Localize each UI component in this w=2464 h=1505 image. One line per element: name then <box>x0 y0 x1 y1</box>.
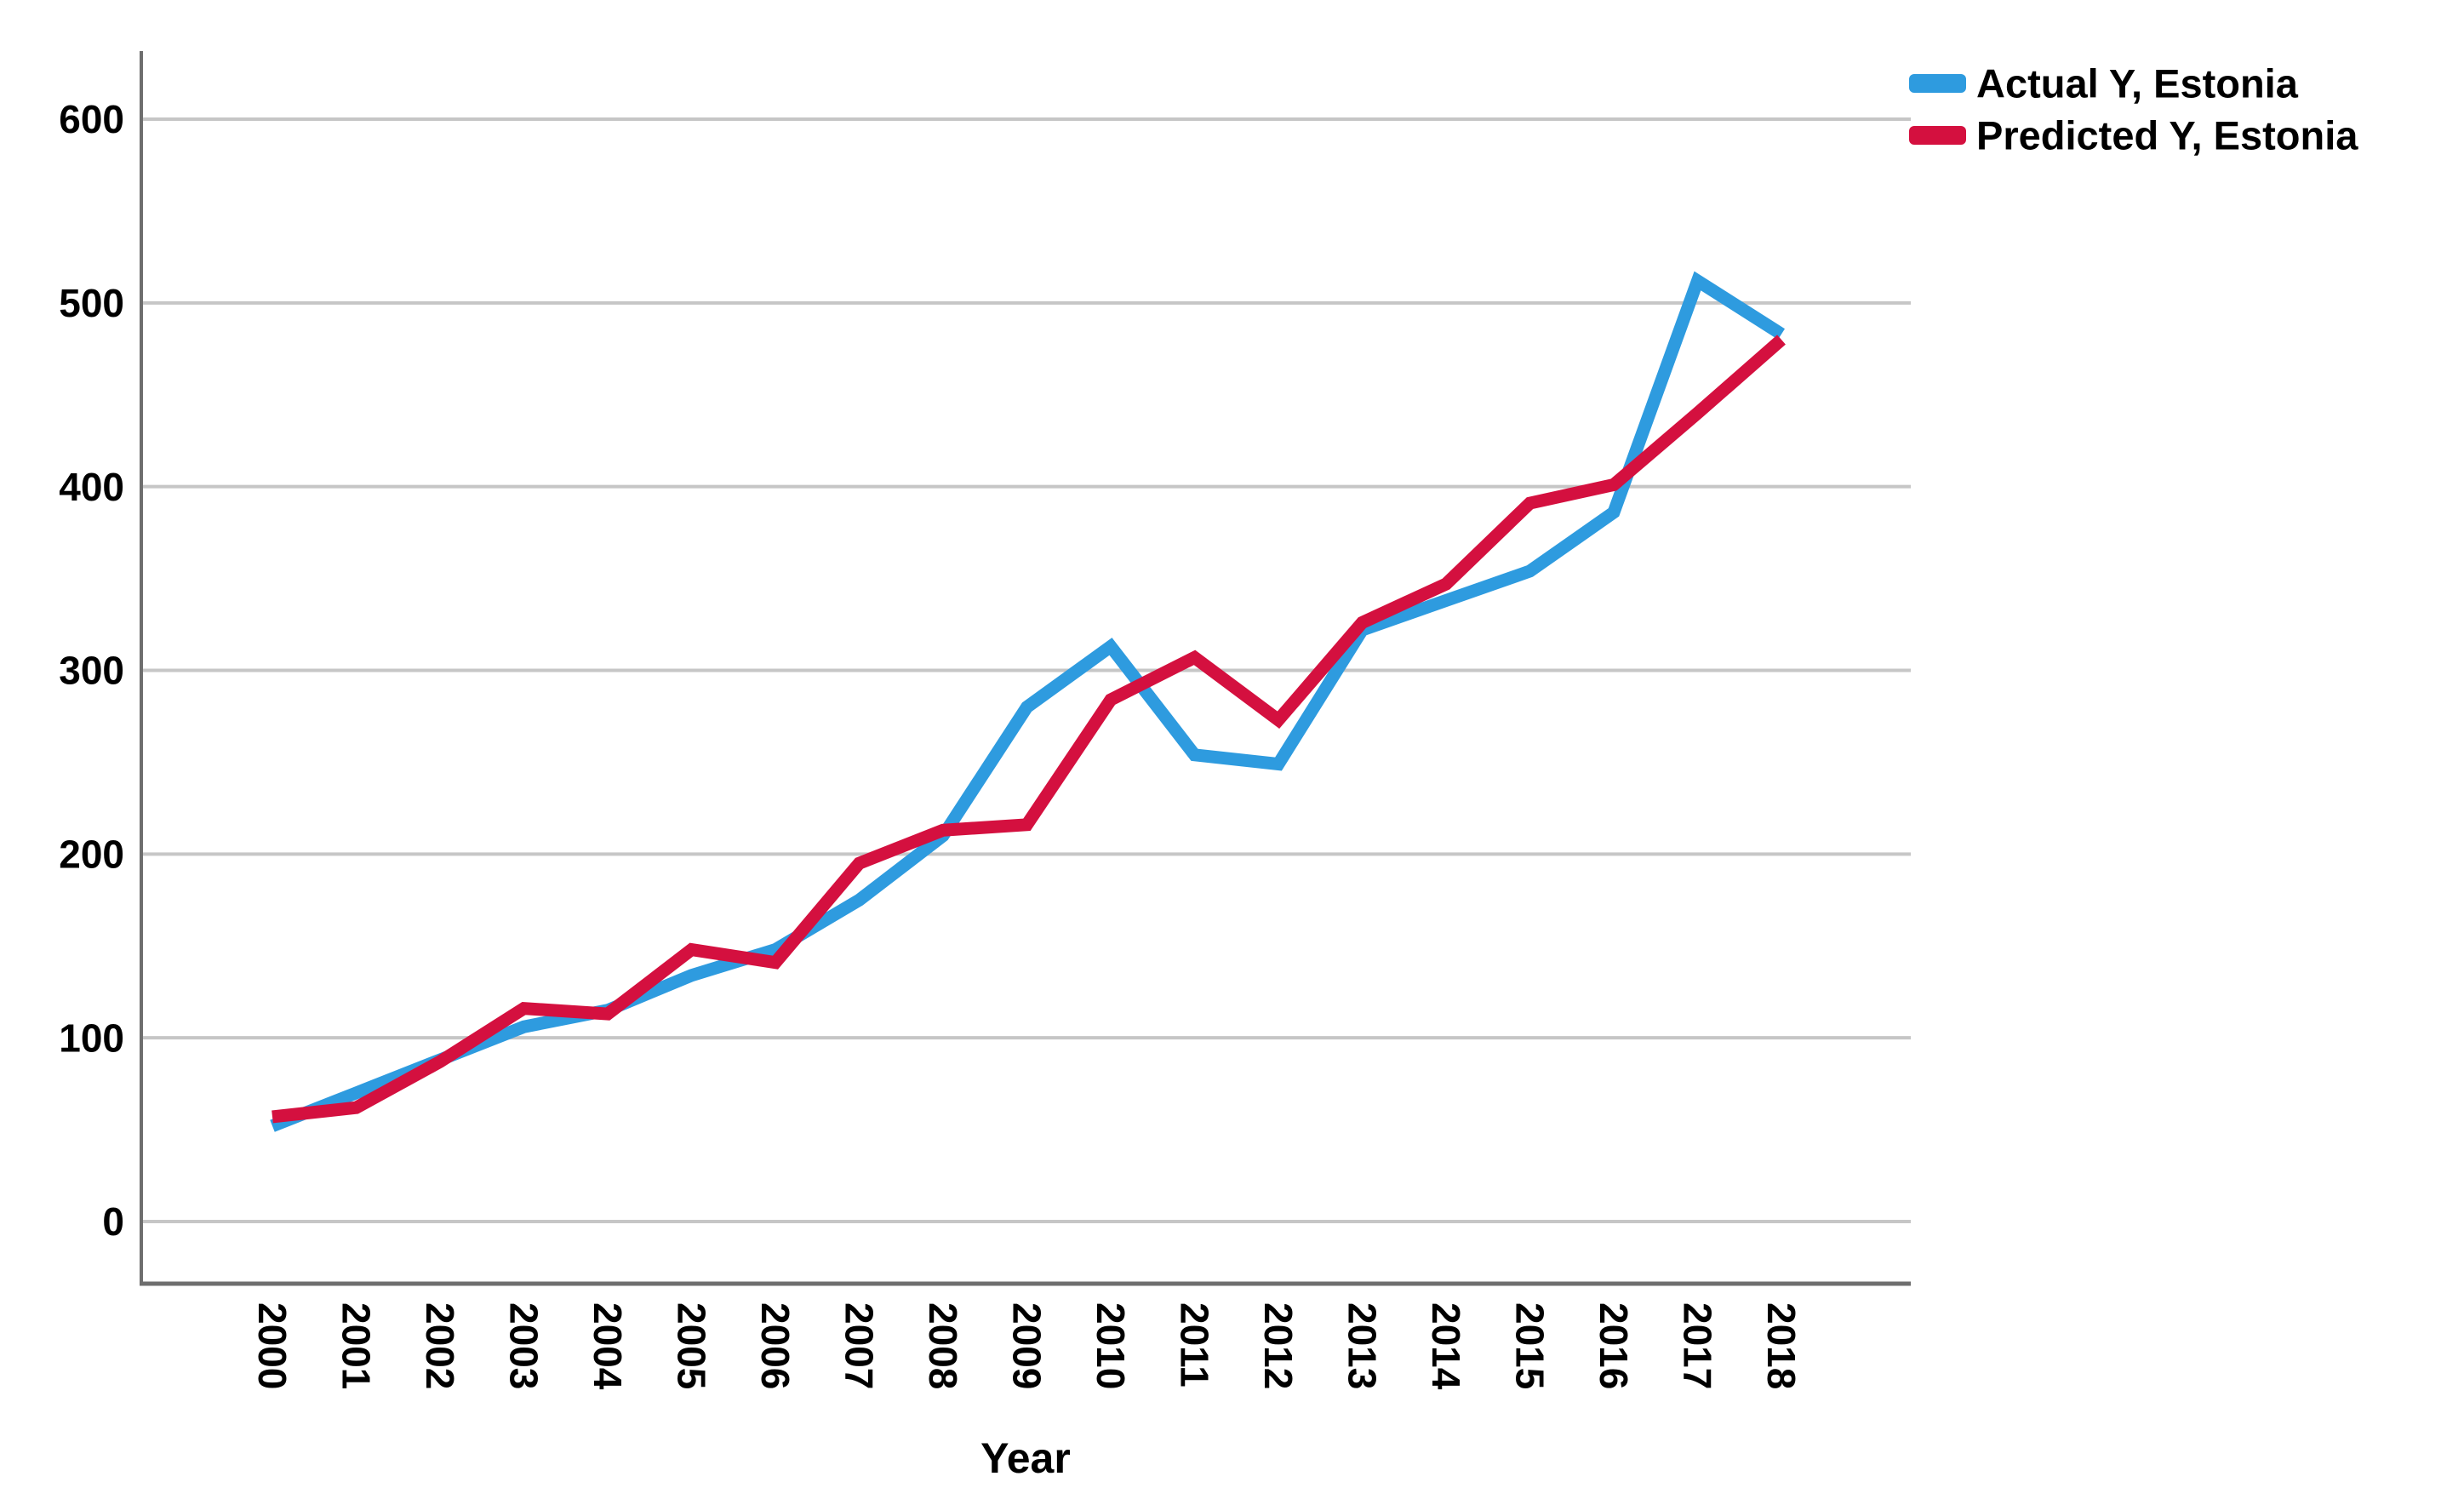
legend: Actual Y, Estonia Predicted Y, Estonia <box>1909 60 2358 157</box>
x-tick-label: 2003 <box>501 1302 546 1389</box>
x-tick-label: 2002 <box>418 1302 462 1389</box>
x-tick-label: 2005 <box>669 1302 713 1389</box>
x-tick-label: 2007 <box>837 1302 881 1389</box>
x-tick-label: 2018 <box>1759 1302 1804 1389</box>
series-line-actual <box>270 271 1786 1132</box>
legend-entry: Predicted Y, Estonia <box>1909 112 2358 157</box>
gridlines <box>141 117 1911 1223</box>
x-tick-label: 2006 <box>753 1302 798 1389</box>
legend-entry-label: Actual Y, Estonia <box>1976 60 2299 106</box>
x-tick-label: 2012 <box>1256 1302 1301 1389</box>
x-tick-label: 2004 <box>586 1302 630 1390</box>
x-tick-label: 2010 <box>1089 1302 1133 1389</box>
x-tick-label: 2001 <box>334 1302 378 1389</box>
x-tick-label: 2017 <box>1675 1302 1719 1389</box>
series-line-predicted <box>272 335 1786 1124</box>
legend-entry-label: Predicted Y, Estonia <box>1976 112 2358 157</box>
axes <box>140 51 1911 1286</box>
y-axis-labels: 0 100 200 300 400 500 600 <box>59 97 124 1244</box>
x-tick-label: 2014 <box>1424 1302 1468 1390</box>
legend-swatch-predicted <box>1909 126 1966 145</box>
x-tick-label: 2008 <box>921 1302 965 1389</box>
x-tick-label: 2013 <box>1340 1302 1384 1389</box>
y-tick-label: 400 <box>59 465 124 509</box>
y-tick-label: 100 <box>59 1016 124 1060</box>
y-tick-label: 300 <box>59 649 124 693</box>
series-lines <box>270 271 1786 1132</box>
x-tick-label: 2011 <box>1172 1302 1216 1388</box>
x-axis-labels: 2000 2001 2002 2003 2004 2005 2006 2007 2008 2009… <box>250 1302 1804 1390</box>
x-tick-label: 2009 <box>1004 1302 1049 1389</box>
x-tick-label: 2016 <box>1592 1302 1636 1389</box>
x-tick-label: 2015 <box>1507 1302 1552 1389</box>
y-tick-label: 200 <box>59 832 124 876</box>
y-tick-label: 500 <box>59 281 124 325</box>
x-tick-label: 2000 <box>250 1302 294 1389</box>
legend-entry: Actual Y, Estonia <box>1909 60 2299 106</box>
x-axis-title: Year <box>980 1434 1071 1482</box>
y-tick-label: 600 <box>59 97 124 141</box>
y-tick-label: 0 <box>102 1199 124 1244</box>
legend-swatch-actual <box>1909 74 1966 93</box>
